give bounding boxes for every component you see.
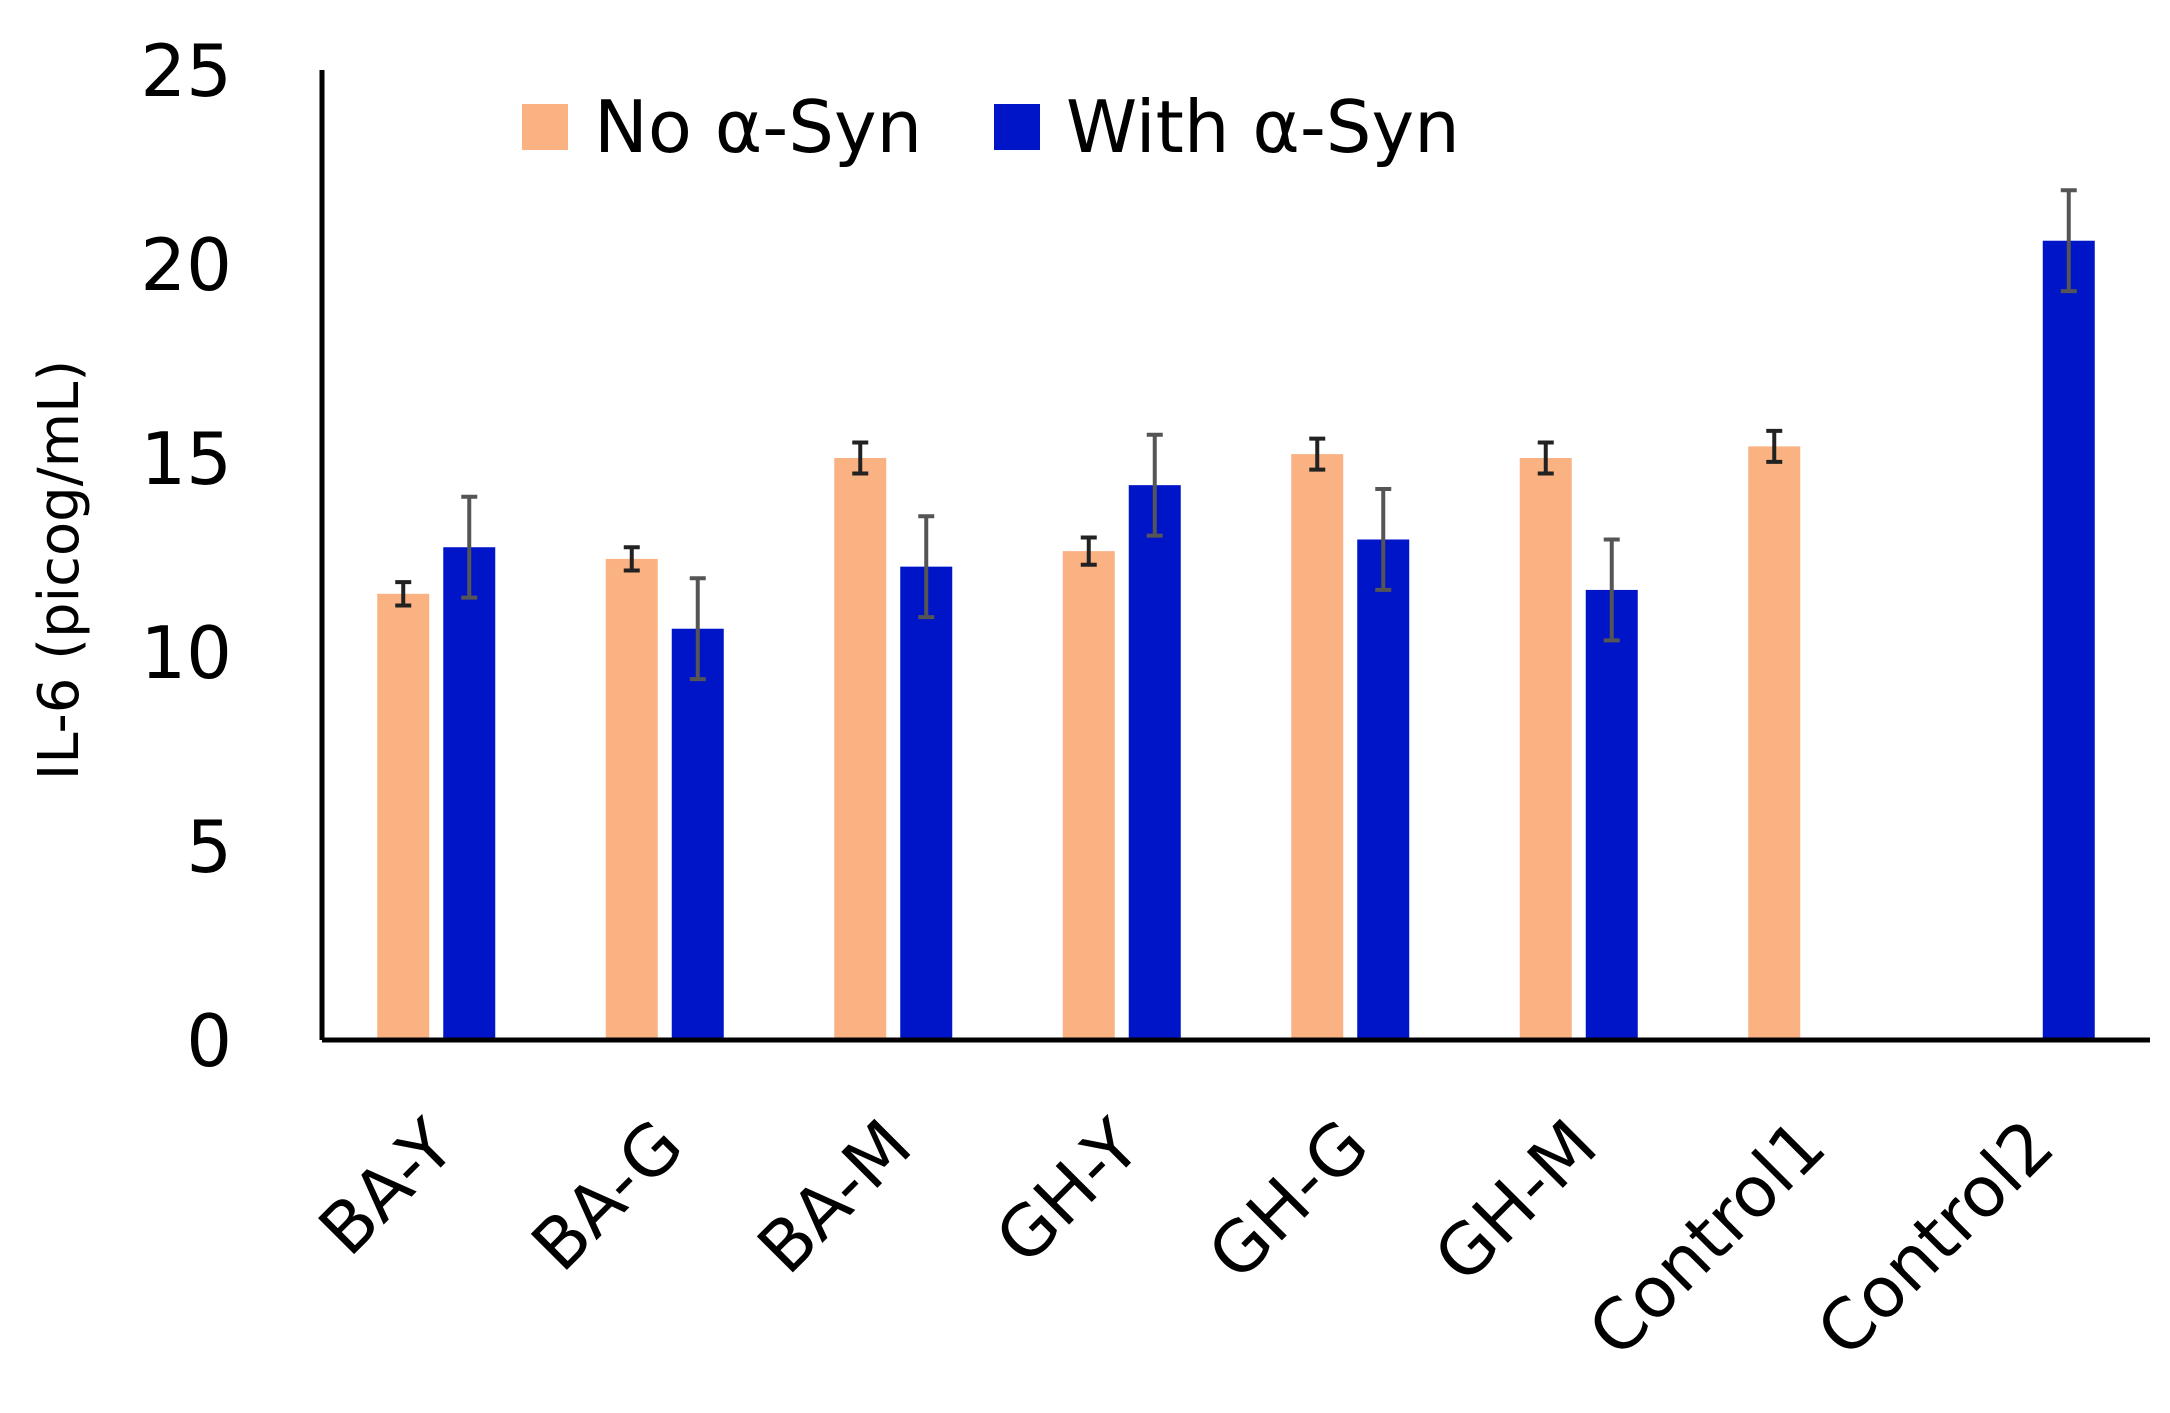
- error-bar: [1309, 436, 1326, 472]
- error-bar: [1375, 487, 1392, 592]
- bar-with-asyn: [1128, 485, 1181, 1040]
- bar-no-asyn: [1748, 446, 1801, 1040]
- bar-with-asyn: [2042, 240, 2095, 1041]
- legend-swatch-no-asyn: [522, 104, 568, 150]
- error-bar: [918, 514, 935, 620]
- y-axis-title: IL-6 (picog/mL): [27, 360, 92, 780]
- y-tick-label: 0: [186, 999, 232, 1083]
- y-tick-label: 20: [140, 223, 232, 307]
- bar-with-asyn: [1357, 539, 1410, 1040]
- legend-swatch-with-asyn: [994, 104, 1040, 150]
- error-bar: [1603, 537, 1620, 643]
- bar-no-asyn: [1291, 454, 1344, 1040]
- y-tick-label: 10: [140, 611, 232, 695]
- bar-with-asyn: [900, 566, 953, 1040]
- x-category-label: Control1: [1573, 1104, 1841, 1372]
- axes-layer: [319, 70, 2150, 1043]
- x-category-label: GH-M: [1419, 1104, 1613, 1298]
- error-bar: [1537, 440, 1554, 476]
- bar-with-asyn: [1585, 589, 1638, 1040]
- legend-label-no-asyn: No α-Syn: [594, 85, 922, 169]
- bar-with-asyn: [443, 547, 496, 1040]
- y-tick-label: 5: [186, 805, 232, 889]
- x-category-label: BA-Y: [303, 1104, 470, 1271]
- bar-no-asyn: [1062, 551, 1115, 1040]
- error-bar: [852, 440, 869, 476]
- error-bars-layer: [395, 188, 2077, 682]
- x-category-label: BA-G: [516, 1104, 699, 1287]
- x-category-label: GH-G: [1193, 1104, 1385, 1296]
- bars-layer: [377, 240, 2095, 1041]
- legend: No α-Syn With α-Syn: [522, 85, 1460, 169]
- error-bar: [395, 580, 412, 608]
- y-tick-label: 25: [140, 29, 232, 113]
- error-bar: [689, 576, 706, 682]
- bar-no-asyn: [605, 558, 658, 1040]
- bar-no-asyn: [834, 458, 887, 1040]
- bar-with-asyn: [671, 628, 724, 1040]
- y-tick-labels: 0 5 10 15 20 25: [140, 29, 232, 1083]
- x-category-label: GH-Y: [980, 1104, 1156, 1280]
- y-tick-label: 15: [140, 417, 232, 501]
- error-bar: [461, 494, 478, 600]
- x-category-label: Control2: [1801, 1104, 2069, 1372]
- legend-label-with-asyn: With α-Syn: [1066, 85, 1460, 169]
- x-category-label: BA-M: [742, 1104, 927, 1289]
- error-bar: [623, 545, 640, 573]
- error-bar: [1080, 535, 1097, 567]
- error-bar: [1146, 432, 1163, 538]
- error-bar: [1766, 428, 1783, 464]
- bar-no-asyn: [377, 593, 430, 1040]
- bar-no-asyn: [1519, 458, 1572, 1040]
- error-bar: [2060, 188, 2077, 294]
